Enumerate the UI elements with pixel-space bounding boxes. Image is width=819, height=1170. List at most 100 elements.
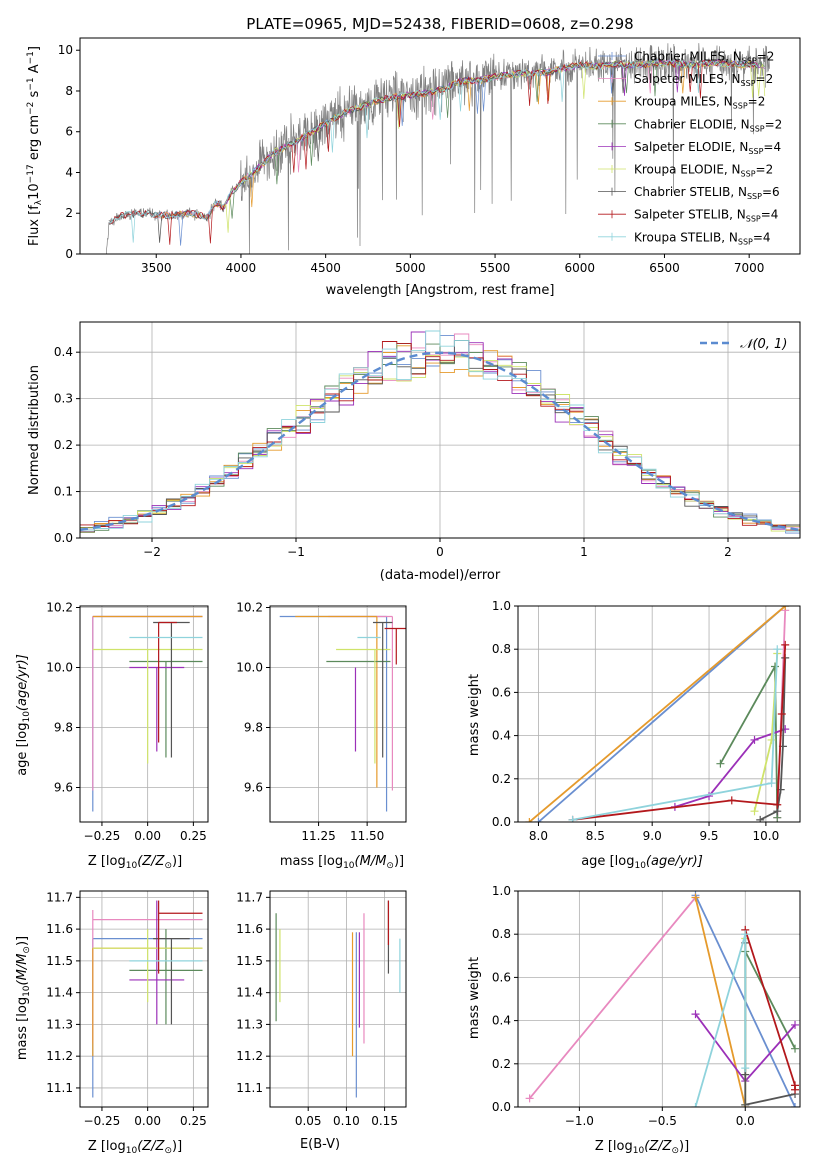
mass-weight-series-line <box>572 644 787 821</box>
mass-weight-marker <box>568 815 577 822</box>
residuals-panel: −2 −1 0 1 2 0.0 0.1 0.2 0.3 0.4 (data-model)/erro… <box>27 321 801 583</box>
legend-entry-label: Salpeter STELIB, NSSP=4 <box>634 208 778 224</box>
spectrum-x-tick-label: 7000 <box>734 261 765 275</box>
mass-weight-marker <box>525 818 534 822</box>
weight-Z-y-tick-label: 0.6 <box>492 970 511 984</box>
legend-entry-label: Salpeter MILES, NSSP=2 <box>634 72 773 88</box>
mass-weight-marker <box>756 815 765 822</box>
legend-entry-label: Kroupa MILES, NSSP=2 <box>634 95 765 111</box>
residuals-x-label: (data-model)/error <box>380 568 501 583</box>
mass-Z-x-tick-label: −0.25 <box>84 1114 121 1128</box>
residuals-y-tick-label: 0.3 <box>54 392 73 406</box>
weight-age-x-tick-label: 10.0 <box>753 829 780 843</box>
mass-EBV-x-tick-label: 0.05 <box>295 1114 322 1128</box>
errorbar-point <box>384 627 406 665</box>
mass-weight-series-line <box>694 897 747 1107</box>
weight-age-panel: 8.0 8.5 9.0 9.5 10.0 0.0 0.2 0.4 0.6 0.8 1.0 <box>492 599 801 843</box>
age-mass-y-tick-label: 10.0 <box>236 661 263 675</box>
mass-Z-axes <box>79 890 209 1108</box>
legend-entry-label: Kroupa ELODIE, NSSP=2 <box>634 163 773 179</box>
errorbar-point <box>158 900 203 974</box>
weight-age-plot-area <box>525 606 790 822</box>
legend-entry-label: Salpeter ELODIE, NSSP=4 <box>634 140 781 156</box>
mass-weight-marker <box>750 807 759 816</box>
normal-legend-label: 𝒩(0, 1) <box>740 337 787 352</box>
spectrum-legend: Chabrier MILES, NSSP=2 Salpeter MILES, NS… <box>598 50 782 246</box>
spectrum-y-tick-label: 6 <box>65 125 73 139</box>
residuals-y-label: Normed distribution <box>27 365 42 495</box>
errorbar-point <box>158 621 177 743</box>
mass-weight-marker <box>716 759 725 768</box>
errorbar-point <box>92 929 203 1003</box>
errorbar-point <box>129 660 203 758</box>
residuals-y-tick-label: 0.2 <box>54 438 73 452</box>
mass-weight-marker <box>791 1020 800 1029</box>
age-Z-x-tick-label: 0.25 <box>180 829 207 843</box>
age-mass-x-tick-label: 11.25 <box>301 829 335 843</box>
mass-EBV-axes <box>269 890 407 1108</box>
legend-entry-label: Chabrier ELODIE, NSSP=2 <box>634 117 782 133</box>
mass-weight-marker <box>773 800 782 809</box>
spectrum-ticks: 3500 4000 4500 5000 5500 6000 6500 7000 0 2 4 6 8 10 <box>58 43 765 275</box>
residuals-x-tick-label: −1 <box>287 545 305 559</box>
errorbar-point <box>129 929 203 1025</box>
residual-histogram-line <box>80 330 800 532</box>
residuals-axes <box>79 321 801 539</box>
residual-histogram-line <box>80 341 800 532</box>
spectrum-plot-area <box>105 43 770 254</box>
residuals-x-tick-label: 0 <box>436 545 444 559</box>
residuals-y-tick-label: 0.4 <box>54 345 73 359</box>
weight-Z-x-tick-label: 0.0 <box>736 1114 755 1128</box>
observed-spectrum-line <box>105 43 770 254</box>
mass-Z-y-tick-label: 11.4 <box>46 986 73 1000</box>
mass-EBV-y-tick-label: 11.6 <box>236 922 263 936</box>
mass-weight-series-line <box>528 606 786 822</box>
mass-weight-marker <box>781 640 790 649</box>
spectrum-x-tick-label: 6500 <box>649 261 680 275</box>
mass-Z-x-tick-label: 0.25 <box>180 1114 207 1128</box>
weight-Z-plot-area <box>525 891 800 1107</box>
mass-weight-marker <box>525 1094 534 1103</box>
age-mass-plot-area <box>279 615 406 812</box>
mass-Z-y-tick-label: 11.2 <box>46 1049 73 1063</box>
spectrum-x-tick-label: 6000 <box>564 261 595 275</box>
mass-EBV-y-tick-label: 11.3 <box>236 1017 263 1031</box>
errorbar-point <box>336 648 391 764</box>
mass-weight-marker <box>534 818 543 822</box>
errorbar-point <box>279 615 388 812</box>
mass-Z-y-tick-label: 11.3 <box>46 1017 73 1031</box>
age-mass-x-label: mass [log10(M/M⊙)] <box>280 854 404 871</box>
age-Z-y-tick-label: 10.2 <box>46 601 73 615</box>
age-mass-y-tick-label: 9.8 <box>244 721 263 735</box>
mass-weight-marker <box>727 796 736 805</box>
mass-EBV-y-tick-label: 11.7 <box>236 890 263 904</box>
mass-Z-x-tick-label: 0.00 <box>134 1114 161 1128</box>
residuals-x-tick-label: 1 <box>580 545 588 559</box>
spectrum-x-label: wavelength [Angstrom, rest frame] <box>326 283 555 298</box>
spectrum-axes <box>79 37 801 255</box>
residuals-legend: 𝒩(0, 1) <box>700 337 787 352</box>
weight-Z-y-tick-label: 0.4 <box>492 1014 511 1028</box>
spectrum-lines <box>105 43 770 254</box>
mass-weight-marker <box>773 645 782 654</box>
mass-EBV-x-label: E(B-V) <box>300 1137 340 1152</box>
weight-age-y-tick-label: 0.8 <box>492 642 511 656</box>
mass-Z-y-tick-label: 11.1 <box>46 1081 73 1095</box>
mass-weight-marker <box>791 1044 800 1053</box>
weight-age-x-tick-label: 8.0 <box>529 829 548 843</box>
mass-weight-marker <box>691 1103 700 1107</box>
mass-weight-series-line <box>674 728 786 808</box>
spectrum-y-label: Flux [fλ10−17 erg cm−2 s−1 A−1] <box>26 46 44 246</box>
mass-weight-marker <box>791 1085 800 1094</box>
mass-Z-x-label: Z [log10(Z/Z⊙)] <box>88 1139 182 1156</box>
spectrum-y-tick-label: 8 <box>65 84 73 98</box>
age-Z-axes <box>79 605 209 823</box>
spectrum-y-tick-label: 0 <box>65 247 73 261</box>
parameter-panels: −0.25 0.00 0.25 9.6 9.8 10.0 10.2 11.25 11.50 9.6… <box>46 599 801 1128</box>
weight-age-x-tick-label: 9.0 <box>643 829 662 843</box>
weight-Z-panel: −1.0 −0.5 0.0 0.0 0.2 0.4 0.6 0.8 1.0 <box>492 884 801 1128</box>
weight-age-x-tick-label: 8.5 <box>586 829 605 843</box>
age-Z-y-tick-label: 9.8 <box>54 721 73 735</box>
residual-histogram-line <box>80 339 800 533</box>
spectrum-x-tick-label: 5500 <box>480 261 511 275</box>
